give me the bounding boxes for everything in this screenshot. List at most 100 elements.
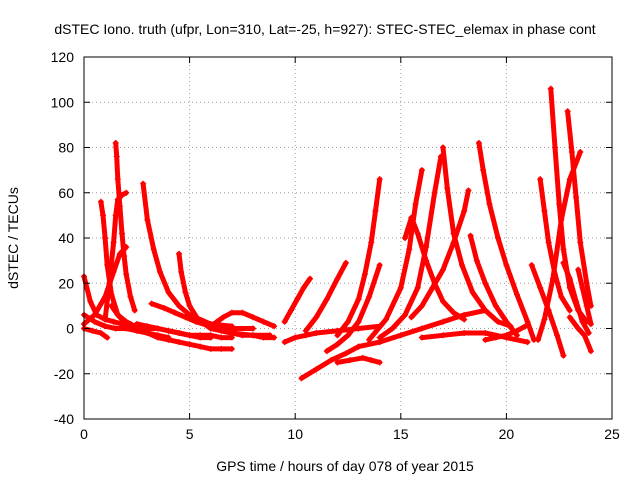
series-arc-31: [475, 139, 537, 343]
data-point: [102, 323, 109, 330]
series-arc-07: [112, 139, 138, 314]
data-point: [228, 345, 235, 352]
data-point: [366, 336, 373, 343]
data-point: [260, 334, 267, 341]
data-point: [397, 284, 404, 291]
data-point: [492, 334, 499, 341]
data-point: [537, 284, 544, 291]
data-point: [114, 176, 121, 183]
series-arc-22: [334, 354, 383, 366]
data-point: [328, 357, 335, 364]
data-point: [368, 357, 375, 364]
series-line: [113, 140, 138, 313]
data-point: [440, 144, 447, 151]
data-point: [300, 284, 307, 291]
series-arc-38: [564, 108, 594, 309]
data-point: [207, 345, 214, 352]
x-tick-label: 5: [186, 426, 194, 442]
y-tick-label: 100: [51, 94, 75, 110]
data-point: [465, 187, 472, 194]
series-arc-41: [575, 266, 594, 327]
series-group: [81, 85, 594, 382]
data-point: [566, 307, 573, 314]
data-point: [585, 330, 592, 337]
data-point: [165, 289, 172, 296]
y-tick-label: 40: [58, 230, 74, 246]
series-arc-29: [408, 187, 472, 321]
data-point: [444, 185, 451, 192]
series-arc-16: [218, 327, 278, 341]
data-point: [541, 316, 548, 323]
x-tick-label: 20: [499, 426, 515, 442]
data-point: [178, 268, 185, 275]
data-point: [271, 323, 278, 330]
y-tick-label: 80: [58, 140, 74, 156]
data-point: [323, 296, 330, 303]
data-point: [376, 262, 383, 269]
data-point: [545, 239, 552, 246]
data-point: [535, 336, 542, 343]
series-arc-40: [566, 314, 594, 355]
data-point: [91, 318, 98, 325]
data-point: [418, 302, 425, 309]
data-point: [157, 268, 164, 275]
series-line: [334, 176, 383, 338]
data-point: [560, 352, 567, 359]
data-point: [537, 176, 544, 183]
data-point: [112, 212, 119, 219]
series-arc-15: [207, 309, 278, 330]
data-point: [87, 298, 94, 305]
data-point: [342, 350, 349, 357]
data-point: [560, 259, 567, 266]
data-point: [123, 318, 130, 325]
data-point: [334, 275, 341, 282]
y-tick-label: -40: [54, 411, 74, 427]
data-point: [355, 296, 362, 303]
data-point: [97, 198, 104, 205]
data-point: [583, 280, 590, 287]
data-point: [342, 259, 349, 266]
data-point: [260, 318, 267, 325]
data-point: [402, 311, 409, 318]
data-point: [281, 339, 288, 346]
data-point: [89, 327, 96, 334]
series-arc-30: [467, 232, 520, 339]
data-point: [131, 307, 138, 314]
series-arc-18: [281, 323, 383, 346]
series-line: [440, 145, 514, 329]
x-tick-label: 0: [80, 426, 88, 442]
series-line: [366, 167, 425, 343]
series-line: [402, 215, 467, 322]
data-point: [165, 327, 172, 334]
series-arc-28: [440, 144, 514, 330]
data-point: [503, 318, 510, 325]
data-point: [383, 316, 390, 323]
data-point: [148, 300, 155, 307]
series-line: [81, 326, 110, 341]
data-point: [361, 271, 368, 278]
data-point: [418, 167, 425, 174]
data-point: [207, 323, 214, 330]
y-tick-label: -20: [54, 366, 74, 382]
data-point: [389, 325, 396, 332]
data-point: [112, 139, 119, 146]
series-arc-14: [165, 327, 235, 341]
data-point: [560, 246, 567, 253]
data-point: [123, 271, 130, 278]
data-point: [355, 325, 362, 332]
data-point: [513, 327, 520, 334]
series-arc-20: [302, 259, 349, 334]
data-point: [313, 366, 320, 373]
data-point: [249, 332, 256, 339]
data-point: [313, 314, 320, 321]
data-point: [406, 246, 413, 253]
data-point: [368, 239, 375, 246]
data-point: [97, 330, 104, 337]
data-point: [577, 239, 584, 246]
data-point: [176, 250, 183, 257]
axis-ticks: 0 5 10 15 20 25 -40 -20 0 20 40 60 80 100 120: [51, 49, 620, 442]
data-point: [144, 323, 151, 330]
data-point: [218, 345, 225, 352]
data-point: [161, 305, 168, 312]
x-tick-label: 15: [393, 426, 409, 442]
